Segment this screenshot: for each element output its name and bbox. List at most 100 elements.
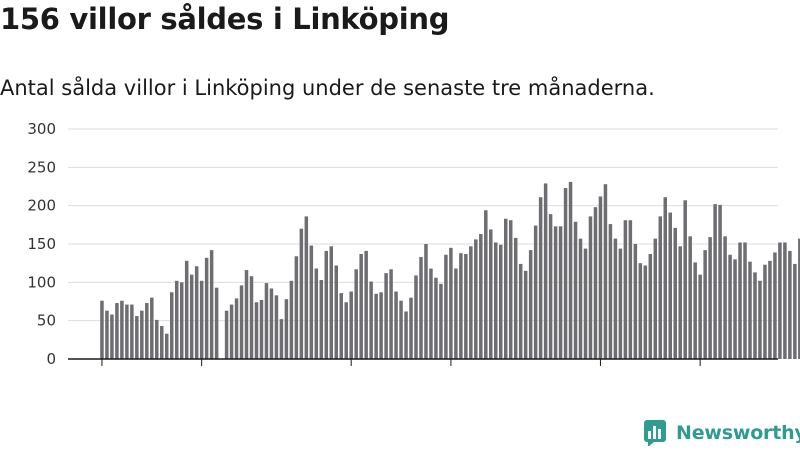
- bar: [623, 220, 628, 359]
- bar: [583, 248, 588, 359]
- bar: [688, 236, 692, 359]
- bar: [713, 204, 717, 359]
- bar: [145, 303, 149, 359]
- bar-chart-logo-icon: [644, 420, 666, 446]
- bar: [419, 257, 423, 359]
- bar: [543, 183, 548, 359]
- bar: [125, 304, 129, 359]
- bar: [404, 311, 408, 359]
- newsworthy-logo: Newsworthy: [644, 420, 800, 446]
- bar: [528, 250, 533, 359]
- bar: [613, 238, 618, 359]
- bar: [319, 280, 324, 359]
- bar: [778, 242, 782, 359]
- bar: [279, 319, 284, 359]
- bar: [239, 285, 244, 359]
- bar: [204, 257, 209, 359]
- bar: [359, 253, 363, 359]
- bar: [155, 319, 159, 359]
- bar: [384, 273, 388, 359]
- bar: [289, 280, 294, 359]
- bar: [683, 200, 687, 359]
- bar: [174, 280, 179, 359]
- bar: [513, 237, 518, 359]
- bar: [503, 218, 508, 359]
- bar: [264, 283, 269, 359]
- bar: [394, 291, 398, 359]
- bar: [474, 239, 478, 359]
- bar: [399, 300, 403, 359]
- bar: [469, 246, 473, 359]
- bar: [648, 253, 653, 359]
- bar: [199, 280, 204, 359]
- bar: [558, 226, 563, 359]
- bar: [324, 250, 329, 359]
- bar: [723, 236, 727, 359]
- bar: [598, 196, 603, 359]
- bar: [603, 184, 608, 359]
- bar: [329, 246, 334, 359]
- x-axis: [68, 358, 778, 366]
- brand-name: Newsworthy: [676, 422, 800, 444]
- bar: [314, 268, 319, 359]
- bar: [244, 270, 249, 359]
- bar: [110, 314, 114, 359]
- bar: [508, 220, 513, 359]
- bar: [115, 303, 119, 359]
- bar: [638, 263, 643, 359]
- bar: [344, 302, 348, 359]
- bar: [773, 252, 777, 359]
- bar: [189, 274, 194, 359]
- bar: [349, 291, 353, 359]
- bar: [140, 310, 144, 359]
- bar: [633, 244, 638, 359]
- bar: [120, 300, 124, 359]
- bar: [763, 264, 767, 359]
- y-tick-label: 250: [27, 158, 56, 176]
- bar: [653, 238, 658, 359]
- bar: [179, 282, 184, 359]
- bar: [449, 247, 453, 359]
- bar: [374, 293, 378, 359]
- bar: [464, 253, 468, 359]
- bar: [628, 220, 633, 359]
- bar: [105, 310, 109, 359]
- bar: [304, 216, 309, 359]
- bar: [224, 310, 229, 359]
- bar: [563, 188, 568, 359]
- bar: [693, 262, 697, 359]
- bar: [459, 253, 463, 359]
- bar: [214, 287, 219, 359]
- bar: [663, 197, 668, 359]
- y-tick-label: 300: [27, 120, 56, 138]
- y-tick-label: 200: [27, 197, 56, 215]
- bar: [783, 242, 787, 359]
- bar: [494, 242, 498, 359]
- bar: [793, 263, 797, 359]
- bar: [568, 181, 573, 359]
- bar: [165, 333, 169, 359]
- bar: [160, 326, 164, 359]
- bar: [678, 246, 682, 359]
- bar: [274, 295, 279, 359]
- bar: [523, 270, 528, 359]
- bars: [100, 181, 800, 359]
- bar: [768, 260, 772, 359]
- bar: [194, 266, 199, 359]
- bar: [234, 298, 239, 359]
- labels: 0501001502002503002012201420172019202220…: [27, 120, 56, 368]
- bar: [573, 221, 578, 359]
- chart-title: 156 villor såldes i Linköping: [0, 2, 450, 36]
- bar: [733, 259, 737, 359]
- bar: [758, 280, 762, 359]
- y-tick-label: 100: [27, 273, 56, 291]
- bar: [444, 254, 448, 359]
- bar: [409, 297, 413, 359]
- bar: [229, 304, 234, 359]
- bar: [439, 283, 443, 359]
- bar: [548, 214, 553, 359]
- y-tick-label: 0: [46, 350, 56, 368]
- bar: [249, 276, 254, 359]
- bar: [309, 245, 314, 359]
- bar: [454, 268, 458, 359]
